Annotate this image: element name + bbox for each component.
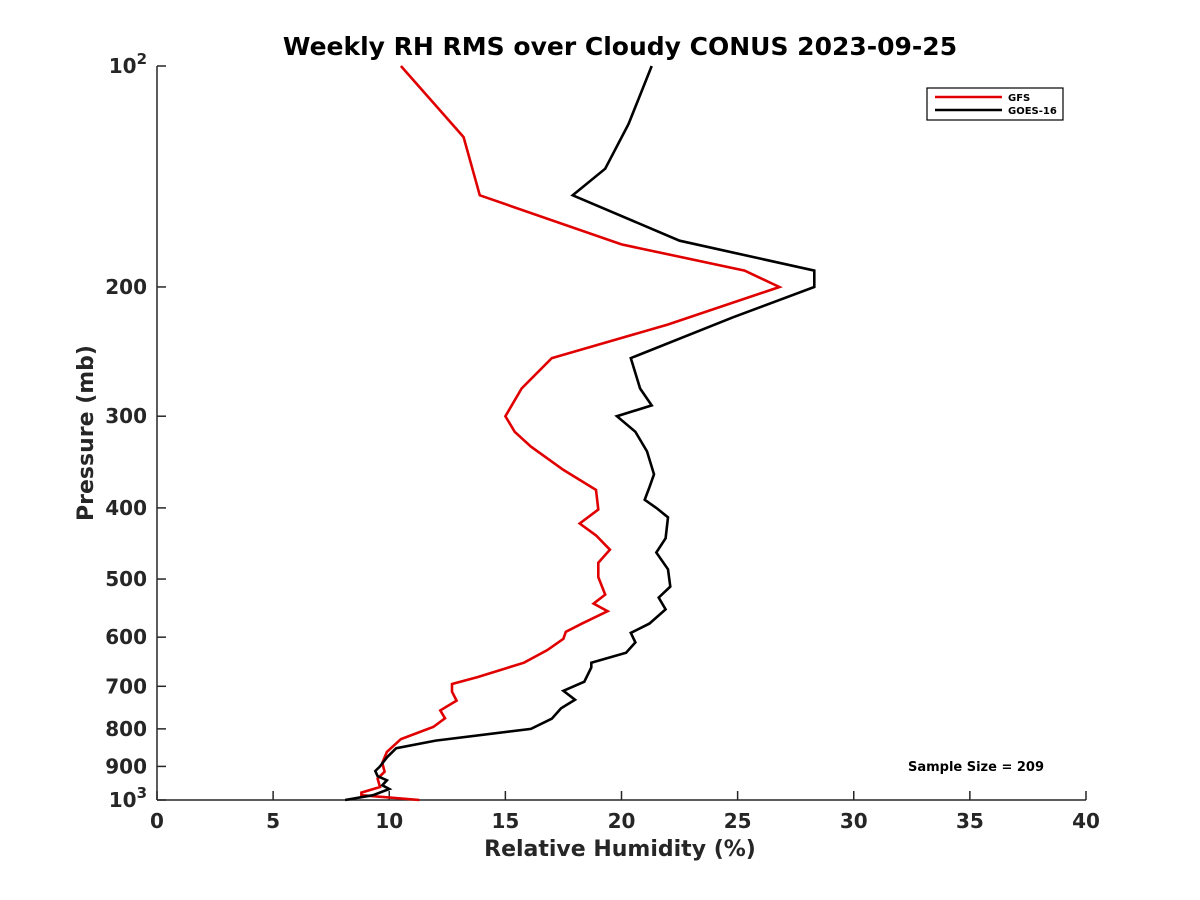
- x-tick-label: 5: [266, 809, 280, 833]
- legend-box: [926, 87, 1064, 121]
- y-tick-label: 103: [109, 784, 147, 812]
- legend-label-gfs: GFS: [1008, 93, 1030, 104]
- x-tick-label: 30: [840, 809, 868, 833]
- x-tick-label: 40: [1072, 809, 1100, 833]
- x-tick-label: 15: [491, 809, 519, 833]
- y-tick-label: 900: [105, 754, 147, 778]
- x-tick-label: 10: [375, 809, 403, 833]
- x-tick-label: 35: [956, 809, 984, 833]
- axes: [156, 66, 1086, 801]
- legend-items: GFS GOES-16: [935, 93, 1057, 117]
- x-axis-ticks: 0 5 10 15 20 25 30 35 40: [150, 791, 1100, 833]
- x-tick-label: 20: [608, 809, 636, 833]
- y-axis-ticks: 102 200 300 400 500 600 700 800 900 103: [105, 50, 166, 812]
- series-layer: [344, 65, 816, 802]
- x-tick-label: 0: [150, 809, 164, 833]
- y-tick-label: 300: [105, 404, 147, 428]
- series-line-gfs: [360, 65, 783, 802]
- y-tick-label: 700: [105, 674, 147, 698]
- y-tick-label: 500: [105, 567, 147, 591]
- sample-size-annotation: Sample Size = 209: [908, 760, 1044, 775]
- chart-title: Weekly RH RMS over Cloudy CONUS 2023-09-…: [283, 32, 957, 61]
- series-line-goes-16: [344, 65, 816, 802]
- legend: GFS GOES-16: [926, 87, 1064, 121]
- y-tick-label: 800: [105, 717, 147, 741]
- x-axis-title: Relative Humidity (%): [484, 837, 756, 862]
- y-tick-label: 102: [109, 50, 147, 78]
- y-tick-label: 400: [105, 496, 147, 520]
- legend-label-goes-16: GOES-16: [1008, 106, 1057, 117]
- y-axis-title: Pressure (mb): [74, 345, 99, 521]
- y-tick-label: 200: [105, 275, 147, 299]
- y-tick-label: 600: [105, 625, 147, 649]
- x-tick-label: 25: [724, 809, 752, 833]
